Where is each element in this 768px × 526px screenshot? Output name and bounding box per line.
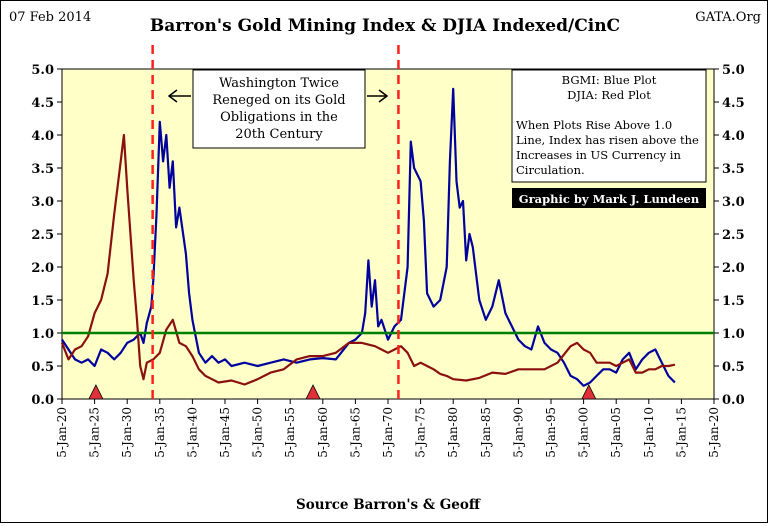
washington-line-2: Reneged on its Gold	[212, 93, 345, 108]
chart-title: Barron's Gold Mining Index & DJIA Indexe…	[150, 16, 620, 36]
x-tick-label: 5-Jan-15	[674, 407, 688, 458]
y-tick-label-left: 1.0	[31, 327, 54, 342]
y-tick-label-left: 2.5	[31, 228, 54, 243]
triangle-marker-icon	[88, 384, 104, 400]
triangle-marker-icon	[581, 384, 597, 400]
note-line-3: Increases in US Currency in	[516, 148, 681, 162]
y-tick-label-right: 4.0	[722, 129, 745, 144]
x-tick-label: 5-Jan-75	[414, 407, 428, 458]
reference-lines	[62, 45, 714, 399]
source-label: Source Barron's & Geoff	[296, 497, 481, 513]
y-tick-label-right: 1.0	[722, 327, 745, 342]
credit-text: Graphic by Mark J. Lundeen	[519, 192, 700, 206]
legend-box: BGMI: Blue Plot DJIA: Red Plot When Plot…	[511, 69, 707, 183]
credit-badge: Graphic by Mark J. Lundeen	[512, 188, 706, 208]
x-tick-label: 5-Jan-20	[707, 407, 721, 458]
y-axis-left: 0.0 0.5 1.0 1.5 2.0 2.5 3.0 3.5 4.0 4.5 5.0	[31, 63, 62, 408]
note-line-4: Circulation.	[516, 163, 585, 177]
y-axis-right: 0.0 0.5 1.0 1.5 2.0 2.5 3.0 3.5 4.0 4.5 5.0	[714, 63, 745, 408]
markers-group	[88, 384, 597, 400]
source-tag: GATA.Org	[695, 10, 761, 25]
y-tick-label-left: 4.0	[31, 129, 54, 144]
washington-line-4: 20th Century	[235, 127, 323, 142]
y-tick-label-left: 3.0	[31, 195, 54, 210]
x-tick-label: 5-Jan-60	[316, 407, 330, 458]
right-arrow-icon	[367, 89, 389, 103]
series-line-djia	[60, 133, 676, 386]
x-tick-label: 5-Jan-65	[348, 407, 362, 458]
date-label: 07 Feb 2014	[9, 10, 91, 25]
x-tick-label: 5-Jan-05	[609, 407, 623, 458]
washington-line-1: Washington Twice	[219, 76, 339, 91]
y-tick-label-right: 0.0	[722, 393, 745, 408]
triangle-marker-icon	[305, 384, 321, 400]
y-tick-label-left: 2.0	[31, 261, 54, 276]
y-tick-label-left: 4.5	[31, 96, 54, 111]
x-tick-label: 5-Jan-70	[381, 407, 395, 458]
x-tick-label: 5-Jan-85	[479, 407, 493, 458]
y-tick-label-right: 4.5	[722, 96, 745, 111]
y-tick-label-left: 0.0	[31, 393, 54, 408]
x-tick-label: 5-Jan-25	[88, 407, 102, 458]
y-tick-label-right: 3.5	[722, 162, 745, 177]
x-tick-label: 5-Jan-30	[120, 407, 134, 458]
x-tick-label: 5-Jan-10	[642, 407, 656, 458]
x-tick-label: 5-Jan-80	[446, 407, 460, 458]
note-line-2: Line, Index has risen above the	[516, 133, 699, 147]
legend-bgmi: BGMI: Blue Plot	[562, 73, 657, 87]
x-axis: 5-Jan-20 5-Jan-25 5-Jan-30 5-Jan-35 5-Jan-40…	[55, 399, 721, 458]
y-tick-label-right: 5.0	[722, 63, 745, 78]
x-tick-label: 5-Jan-90	[511, 407, 525, 458]
y-tick-label-right: 3.0	[722, 195, 745, 210]
legend-djia: DJIA: Red Plot	[567, 88, 651, 102]
washington-line-3: Obligations in the	[220, 110, 338, 125]
y-tick-label-right: 2.5	[722, 228, 745, 243]
x-tick-label: 5-Jan-95	[544, 407, 558, 458]
y-tick-label-right: 0.5	[722, 360, 745, 375]
washington-annotation: Washington Twice Reneged on its Gold Obl…	[167, 69, 389, 149]
x-tick-label: 5-Jan-50	[251, 407, 265, 458]
x-tick-label: 5-Jan-20	[55, 407, 69, 458]
y-tick-label-right: 2.0	[722, 261, 745, 276]
y-tick-label-left: 3.5	[31, 162, 54, 177]
note-line-1: When Plots Rise Above 1.0	[516, 118, 672, 132]
left-arrow-icon	[167, 89, 191, 103]
x-tick-label: 5-Jan-45	[218, 407, 232, 458]
y-tick-label-left: 5.0	[31, 63, 54, 78]
y-tick-label-right: 1.5	[722, 294, 745, 309]
x-tick-label: 5-Jan-00	[577, 407, 591, 458]
x-tick-label: 5-Jan-55	[283, 407, 297, 458]
x-tick-label: 5-Jan-40	[185, 407, 199, 458]
series-line-bgmi	[61, 87, 676, 387]
y-tick-label-left: 1.5	[31, 294, 54, 309]
series-group	[60, 87, 676, 387]
x-tick-label: 5-Jan-35	[153, 407, 167, 458]
y-tick-label-left: 0.5	[31, 360, 54, 375]
